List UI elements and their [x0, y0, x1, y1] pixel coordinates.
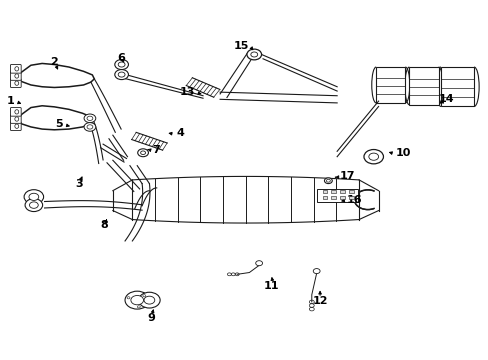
Bar [339, 190, 344, 193]
Circle shape [125, 291, 149, 309]
Circle shape [87, 125, 93, 129]
Circle shape [363, 149, 383, 164]
Ellipse shape [15, 81, 19, 85]
Polygon shape [18, 63, 94, 87]
Circle shape [139, 292, 160, 308]
Circle shape [313, 269, 320, 274]
Text: 4: 4 [176, 129, 184, 138]
Text: 16: 16 [346, 195, 362, 205]
Text: 14: 14 [438, 94, 454, 104]
Bar [322, 190, 327, 193]
Circle shape [324, 178, 331, 184]
Circle shape [127, 297, 130, 299]
Text: 3: 3 [75, 179, 82, 189]
Circle shape [84, 123, 96, 131]
Ellipse shape [15, 124, 19, 129]
FancyBboxPatch shape [10, 79, 21, 87]
Circle shape [137, 306, 140, 308]
Circle shape [118, 62, 125, 67]
Circle shape [118, 72, 125, 77]
Circle shape [87, 116, 93, 121]
Bar [375, 67, 405, 103]
Bar [348, 190, 353, 193]
Circle shape [326, 179, 330, 182]
Circle shape [368, 153, 378, 160]
FancyBboxPatch shape [10, 115, 21, 123]
FancyBboxPatch shape [10, 64, 21, 73]
Polygon shape [18, 106, 93, 130]
Text: 10: 10 [395, 148, 410, 158]
Circle shape [131, 296, 143, 305]
Bar [316, 189, 357, 202]
Ellipse shape [15, 117, 19, 121]
Text: 8: 8 [101, 220, 108, 230]
Ellipse shape [15, 74, 19, 78]
Circle shape [29, 202, 38, 208]
Text: 17: 17 [339, 171, 354, 181]
Circle shape [144, 296, 155, 304]
Circle shape [141, 151, 145, 154]
Text: 6: 6 [118, 53, 125, 63]
Bar [339, 197, 344, 199]
Bar [330, 190, 335, 193]
Text: 7: 7 [152, 144, 159, 154]
Text: 13: 13 [179, 87, 194, 97]
Circle shape [24, 190, 43, 204]
FancyBboxPatch shape [10, 72, 21, 80]
Circle shape [115, 69, 128, 80]
Bar [440, 67, 473, 107]
Text: 15: 15 [234, 41, 249, 50]
Bar [408, 67, 438, 105]
Circle shape [25, 199, 42, 212]
Bar [348, 197, 353, 199]
Circle shape [142, 295, 145, 297]
Circle shape [138, 149, 148, 157]
Circle shape [255, 261, 262, 266]
Circle shape [84, 114, 96, 123]
Circle shape [115, 59, 128, 69]
Text: 9: 9 [146, 313, 155, 323]
Circle shape [29, 193, 39, 201]
Ellipse shape [15, 67, 19, 71]
Circle shape [250, 52, 257, 57]
Text: 1: 1 [6, 96, 14, 106]
Text: 12: 12 [312, 296, 327, 306]
FancyBboxPatch shape [10, 108, 21, 116]
Bar [330, 197, 335, 199]
Ellipse shape [15, 110, 19, 114]
Text: 5: 5 [55, 120, 63, 129]
Bar [322, 197, 327, 199]
Text: 2: 2 [50, 57, 58, 67]
Circle shape [246, 49, 261, 60]
FancyBboxPatch shape [10, 122, 21, 131]
Text: 11: 11 [263, 281, 279, 291]
